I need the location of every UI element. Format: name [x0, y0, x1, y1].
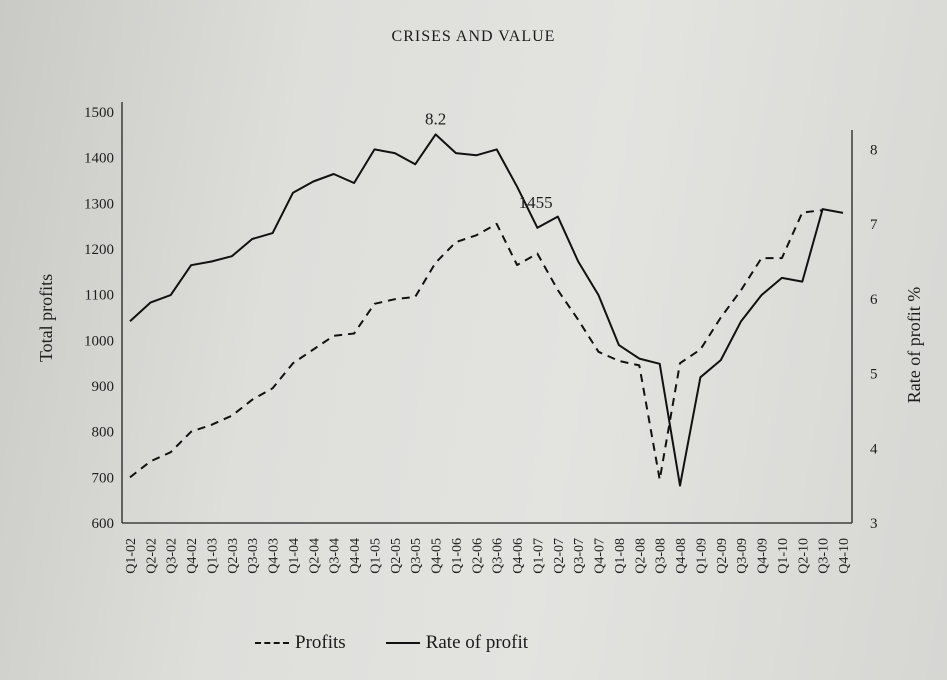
- x-tick-label: Q2-07: [552, 538, 567, 574]
- right-axis: 3 4 5 6 7 8 Rate of profit %: [851, 130, 924, 532]
- data-annotation: 8.2: [425, 109, 446, 128]
- x-axis: Q1-02 Q2-02 Q3-02 Q4-02 Q1-03 Q2-03 Q3-03 Q4-03…: [122, 522, 852, 574]
- x-tick-label: Q3-10: [817, 538, 832, 574]
- legend-label-profits: Profits: [295, 632, 346, 653]
- x-tick-label: Q3-03: [246, 538, 261, 574]
- right-tick-label: 7: [870, 217, 878, 233]
- x-tick-label: Q1-08: [613, 538, 628, 574]
- left-axis-title: Total profits: [36, 274, 56, 362]
- x-tick-label: Q3-08: [654, 538, 669, 574]
- left-tick-label: 1300: [84, 196, 114, 212]
- left-tick-label: 1500: [84, 105, 114, 121]
- legend-item-profits: Profits: [255, 632, 346, 654]
- left-tick-label: 600: [92, 516, 115, 532]
- x-tick-label: Q1-04: [287, 538, 302, 574]
- x-tick-label: Q4-07: [593, 538, 608, 574]
- x-tick-label: Q4-03: [267, 538, 282, 574]
- left-tick-label: 800: [92, 425, 115, 441]
- x-tick-label: Q1-06: [450, 538, 465, 574]
- x-tick-label: Q2-06: [470, 538, 485, 574]
- left-tick-label: 1100: [85, 288, 114, 304]
- annotation-layer: 8.2 1455: [425, 109, 553, 211]
- legend-label-rate: Rate of profit: [425, 632, 529, 653]
- x-tick-label: Q3-05: [409, 538, 424, 574]
- left-tick-label: 1400: [84, 151, 114, 167]
- x-tick-label: Q4-06: [511, 538, 526, 574]
- x-tick-label: Q1-10: [776, 538, 791, 574]
- right-tick-label: 8: [870, 142, 878, 158]
- x-tick-label: Q2-04: [307, 538, 322, 574]
- right-tick-label: 6: [870, 292, 878, 308]
- x-tick-label: Q1-07: [531, 538, 546, 574]
- x-tick-label: Q2-08: [633, 538, 648, 574]
- x-tick-label: Q2-05: [389, 538, 404, 574]
- right-axis-title: Rate of profit %: [904, 287, 924, 403]
- left-tick-label: 1000: [84, 333, 114, 349]
- x-tick-label: Q4-05: [430, 538, 445, 574]
- x-tick-label: Q2-03: [226, 538, 241, 574]
- right-tick-label: 3: [870, 516, 878, 532]
- x-tick-label: Q1-03: [205, 538, 220, 574]
- x-tick-label: Q3-07: [572, 538, 587, 574]
- profits-line: [129, 209, 823, 481]
- x-tick-label: Q4-02: [185, 538, 200, 574]
- x-tick-label: Q4-10: [837, 538, 852, 574]
- x-tick-label: Q2-02: [144, 538, 159, 574]
- right-tick-label: 4: [870, 441, 878, 457]
- legend-dashed-swatch: [255, 642, 289, 644]
- left-tick-label: 1200: [84, 242, 114, 258]
- x-tick-label: Q2-09: [715, 538, 730, 574]
- left-axis: 600 700 800 900 1000 1100 1200 1300 1400 1500 Tota…: [36, 102, 123, 532]
- x-tick-label: Q3-09: [735, 538, 750, 574]
- running-header: CRISES AND VALUE: [391, 28, 556, 45]
- data-annotation: 1455: [519, 193, 553, 212]
- x-tick-label: Q3-04: [328, 538, 343, 574]
- x-tick-label: Q1-05: [368, 538, 383, 574]
- left-tick-label: 700: [92, 470, 115, 486]
- legend-item-rate: Rate of profit: [385, 632, 529, 654]
- x-tick-label: Q4-04: [348, 538, 363, 574]
- x-tick-label: Q3-02: [165, 538, 180, 574]
- x-tick-label: Q1-09: [694, 538, 709, 574]
- chart-legend: Profits Rate of profit: [255, 632, 568, 654]
- rate-of-profit-line: [129, 133, 844, 487]
- series-layer: [129, 133, 844, 487]
- x-tick-label: Q1-02: [124, 538, 139, 574]
- x-tick-label: Q3-06: [491, 538, 506, 574]
- left-tick-label: 900: [92, 379, 115, 395]
- legend-solid-swatch: [385, 642, 420, 644]
- right-tick-label: 5: [870, 367, 878, 383]
- x-tick-label: Q4-08: [674, 538, 689, 574]
- x-tick-label: Q4-09: [756, 538, 771, 574]
- x-tick-label: Q2-10: [796, 538, 811, 574]
